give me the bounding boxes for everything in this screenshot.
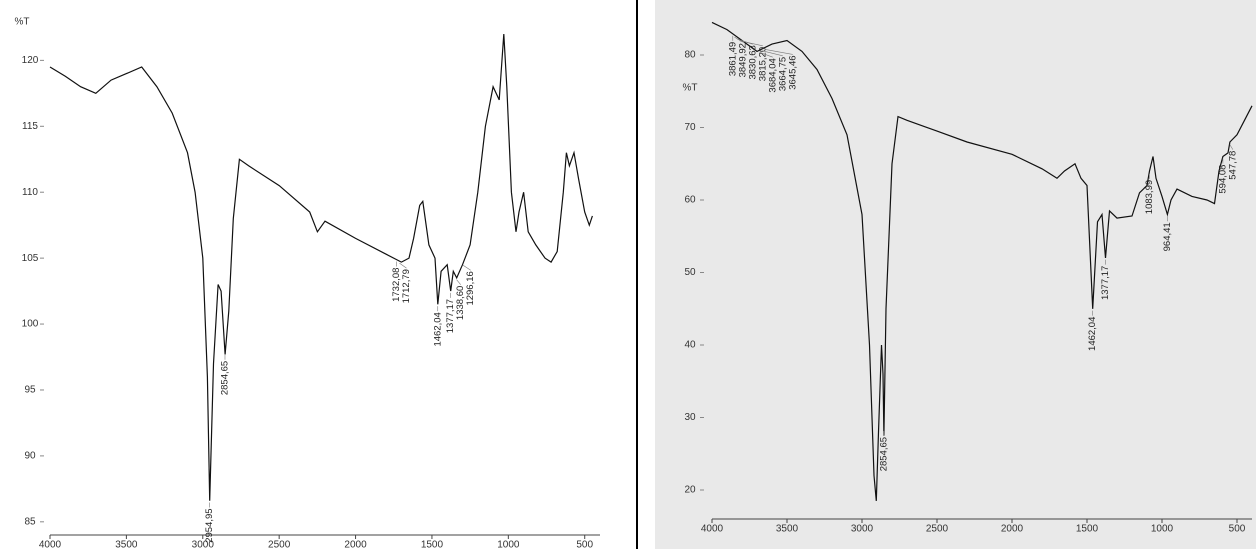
annotation-leader <box>399 262 407 269</box>
x-tick-label: 2500 <box>268 540 291 549</box>
x-tick-label: 3000 <box>192 540 215 549</box>
y-tick-label: 70 <box>684 122 696 133</box>
y-tick-label: 40 <box>684 340 696 351</box>
annotation: 1732,08 <box>391 268 402 302</box>
x-tick-label: 4000 <box>701 524 724 535</box>
y-axis-label: %T <box>15 17 30 28</box>
x-tick-label: 3500 <box>776 524 799 535</box>
x-tick-label: 3500 <box>115 540 138 549</box>
y-tick-label: 50 <box>684 267 696 278</box>
annotation: 1377,17 <box>445 299 456 333</box>
annotation-leader <box>765 49 793 55</box>
x-tick-label: 500 <box>576 540 593 549</box>
y-tick-label: 85 <box>24 516 36 527</box>
annotation-leader <box>759 51 773 58</box>
annotation-leader <box>739 40 763 47</box>
annotation: 1338,60 <box>455 286 466 320</box>
y-tick-label: 90 <box>24 451 36 462</box>
x-tick-label: 1500 <box>1076 524 1099 535</box>
y-tick-label: 100 <box>22 319 39 330</box>
x-tick-label: 4000 <box>39 540 62 549</box>
y-tick-label: 20 <box>684 485 696 496</box>
annotation: 1462,04 <box>432 312 443 346</box>
x-tick-label: 2500 <box>926 524 949 535</box>
annotation: 594,08 <box>1217 165 1228 194</box>
y-tick-label: 95 <box>24 385 36 396</box>
x-tick-label: 500 <box>1229 524 1246 535</box>
y-tick-label: 110 <box>22 187 38 198</box>
annotation: 3684,04 <box>767 58 778 92</box>
x-tick-label: 2000 <box>344 540 367 549</box>
annotation-leader <box>762 50 783 57</box>
annotation: 2854,65 <box>878 437 889 471</box>
y-tick-label: 120 <box>22 55 39 66</box>
x-tick-label: 1000 <box>1151 524 1174 535</box>
y-tick-label: 60 <box>684 195 696 206</box>
annotation-leader <box>462 264 471 271</box>
annotation: 3861,49 <box>727 42 738 76</box>
annotation: 1712,79 <box>401 269 412 303</box>
x-tick-label: 1500 <box>421 540 444 549</box>
annotation-leader <box>1229 144 1234 150</box>
annotation: 3815,20 <box>757 47 768 81</box>
annotation: 1462,04 <box>1087 317 1098 351</box>
annotation: 2954,95 <box>204 508 215 542</box>
annotation: 3645,46 <box>787 55 798 89</box>
annotation: 3830,63 <box>747 45 758 79</box>
annotation: 1083,99 <box>1144 180 1155 214</box>
annotation: 1377,17 <box>1100 266 1111 300</box>
annotation-leader <box>456 279 461 285</box>
annotation: 547,78 <box>1227 151 1238 180</box>
x-tick-label: 2000 <box>1001 524 1024 535</box>
annotation: 2854,65 <box>219 361 230 395</box>
spectrum-line <box>49 33 593 501</box>
annotation: 1296,16 <box>465 271 476 305</box>
x-tick-label: 1000 <box>497 540 520 549</box>
y-axis-label: %T <box>683 83 698 94</box>
y-tick-label: 30 <box>684 412 696 423</box>
y-tick-label: 115 <box>22 121 38 132</box>
spectrum-line <box>711 21 1253 501</box>
x-tick-label: 3000 <box>851 524 874 535</box>
y-tick-label: 80 <box>684 50 696 61</box>
annotation: 964,41 <box>1162 222 1173 251</box>
right-panel-bg <box>655 0 1256 549</box>
y-tick-label: 105 <box>22 253 39 264</box>
annotation: 3849,92 <box>737 43 748 77</box>
annotation: 3664,75 <box>777 57 788 91</box>
